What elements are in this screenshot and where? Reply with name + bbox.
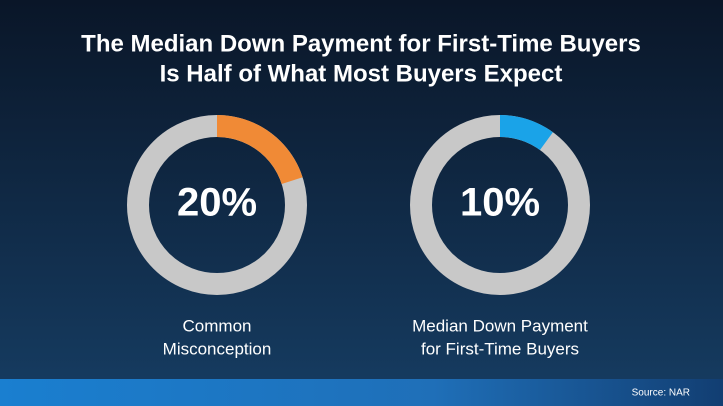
donut-caption: for First-Time Buyers bbox=[421, 339, 579, 358]
title-line: The Median Down Payment for First-Time B… bbox=[81, 30, 641, 57]
title-line: Is Half of What Most Buyers Expect bbox=[160, 60, 563, 87]
source: Source: NAR bbox=[632, 388, 690, 399]
center-value: 20% bbox=[177, 181, 257, 225]
footer-strip bbox=[0, 379, 723, 406]
donut-caption: Common bbox=[183, 316, 252, 335]
donut-segment bbox=[500, 115, 553, 150]
center-value: 10% bbox=[460, 181, 540, 225]
donut-caption: Median Down Payment bbox=[412, 316, 588, 335]
donut-segment bbox=[217, 115, 303, 184]
donut-caption: Misconception bbox=[163, 339, 272, 358]
